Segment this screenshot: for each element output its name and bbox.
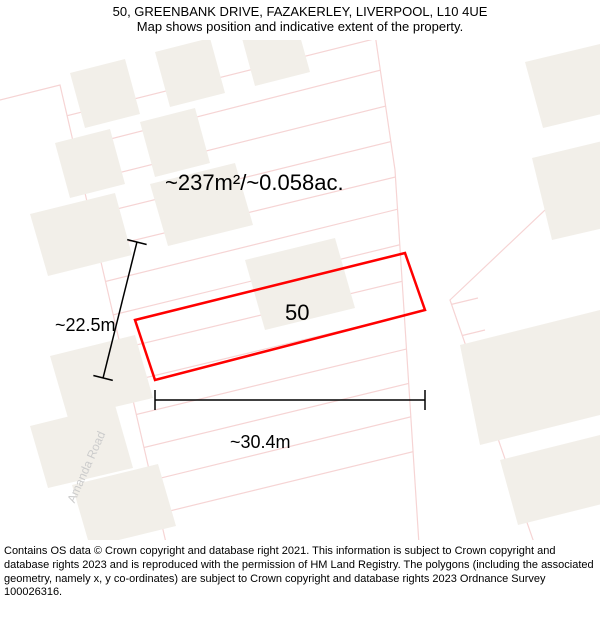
height-dimension-label: ~22.5m xyxy=(55,315,116,336)
page-container: 50, GREENBANK DRIVE, FAZAKERLEY, LIVERPO… xyxy=(0,0,600,625)
header-title: 50, GREENBANK DRIVE, FAZAKERLEY, LIVERPO… xyxy=(0,4,600,19)
area-label: ~237m²/~0.058ac. xyxy=(165,170,344,196)
footer-copyright: Contains OS data © Crown copyright and d… xyxy=(4,545,596,600)
width-dimension-label: ~30.4m xyxy=(230,432,291,453)
header: 50, GREENBANK DRIVE, FAZAKERLEY, LIVERPO… xyxy=(0,4,600,34)
plot-number: 50 xyxy=(285,300,309,326)
map-area: ~237m²/~0.058ac. 50 ~30.4m ~22.5m Amanda… xyxy=(0,40,600,540)
header-subtitle: Map shows position and indicative extent… xyxy=(0,19,600,34)
